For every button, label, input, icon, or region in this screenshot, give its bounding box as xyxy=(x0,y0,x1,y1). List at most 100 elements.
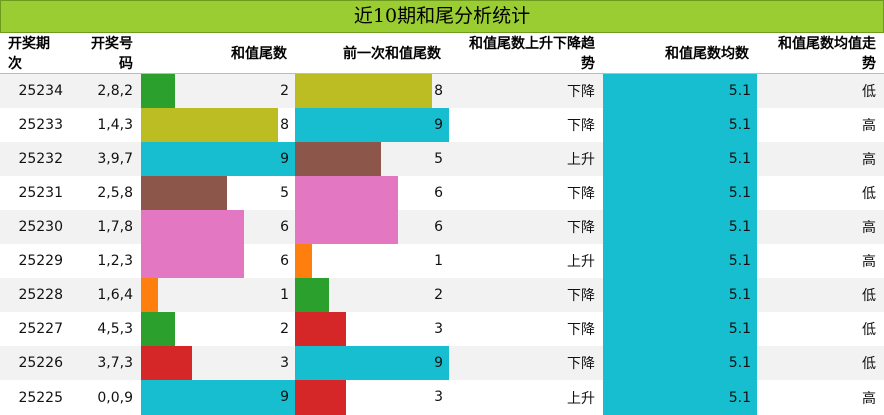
cell-avg-trend: 高 xyxy=(757,244,884,278)
cell-prev-tail-value: 3 xyxy=(434,380,443,415)
cell-sum-tail-bar xyxy=(141,108,278,142)
cell-sum-tail-value: 6 xyxy=(280,244,289,278)
cell-sum-tail-bar xyxy=(141,142,295,176)
cell-avg: 5.1 xyxy=(603,108,757,142)
cell-sum-tail-bar xyxy=(141,278,158,312)
cell-avg: 5.1 xyxy=(603,210,757,244)
header-sum-tail: 和值尾数 xyxy=(141,33,295,74)
cell-trend: 下降 xyxy=(449,74,603,109)
cell-prev-tail-bar xyxy=(295,210,398,244)
cell-sum-tail: 1 xyxy=(141,278,295,312)
cell-trend: 上升 xyxy=(449,380,603,415)
cell-period: 25226 xyxy=(0,346,71,380)
cell-trend: 下降 xyxy=(449,176,603,210)
cell-period: 25233 xyxy=(0,108,71,142)
cell-sum-tail: 5 xyxy=(141,176,295,210)
cell-sum-tail-value: 6 xyxy=(280,210,289,244)
cell-avg-trend: 低 xyxy=(757,278,884,312)
cell-sum-tail-value: 3 xyxy=(280,346,289,380)
cell-sum-tail: 2 xyxy=(141,312,295,346)
cell-period: 25228 xyxy=(0,278,71,312)
cell-prev-tail-value: 8 xyxy=(434,74,443,108)
cell-sum-tail-value: 5 xyxy=(280,176,289,210)
cell-numbers: 1,6,4 xyxy=(71,278,141,312)
cell-sum-tail-bar xyxy=(141,244,244,278)
cell-sum-tail-value: 9 xyxy=(280,380,289,415)
cell-avg-trend: 低 xyxy=(757,176,884,210)
cell-avg-trend: 低 xyxy=(757,346,884,380)
cell-prev-tail-bar xyxy=(295,380,346,415)
cell-prev-tail-bar xyxy=(295,244,312,278)
cell-sum-tail-bar xyxy=(141,380,295,415)
header-trend: 和值尾数上升下降趋势 xyxy=(449,33,603,74)
cell-avg: 5.1 xyxy=(603,176,757,210)
header-avg-trend: 和值尾数均值走势 xyxy=(757,33,884,74)
cell-prev-tail: 6 xyxy=(295,176,449,210)
cell-avg: 5.1 xyxy=(603,346,757,380)
cell-prev-tail-value: 5 xyxy=(434,142,443,176)
cell-prev-tail-bar xyxy=(295,74,432,108)
cell-prev-tail: 1 xyxy=(295,244,449,278)
cell-prev-tail: 9 xyxy=(295,108,449,142)
cell-sum-tail-value: 9 xyxy=(280,142,289,176)
cell-sum-tail-value: 8 xyxy=(280,108,289,142)
cell-avg-trend: 高 xyxy=(757,108,884,142)
cell-trend: 下降 xyxy=(449,108,603,142)
cell-prev-tail-value: 9 xyxy=(434,108,443,142)
cell-period: 25234 xyxy=(0,74,71,109)
cell-period: 25225 xyxy=(0,380,71,415)
cell-prev-tail-bar xyxy=(295,312,346,346)
cell-sum-tail-bar xyxy=(141,210,244,244)
cell-prev-tail-value: 9 xyxy=(434,346,443,380)
cell-numbers: 3,9,7 xyxy=(71,142,141,176)
cell-prev-tail-value: 2 xyxy=(434,278,443,312)
cell-numbers: 1,2,3 xyxy=(71,244,141,278)
cell-trend: 上升 xyxy=(449,244,603,278)
cell-sum-tail-value: 2 xyxy=(280,74,289,108)
cell-prev-tail-value: 3 xyxy=(434,312,443,346)
tail-analysis-table: 开奖期次 开奖号码 和值尾数 前一次和值尾数 和值尾数上升下降趋势 和值尾数均数… xyxy=(0,33,884,415)
cell-prev-tail: 8 xyxy=(295,74,449,109)
cell-prev-tail: 6 xyxy=(295,210,449,244)
cell-avg-trend: 高 xyxy=(757,210,884,244)
cell-period: 25227 xyxy=(0,312,71,346)
cell-trend: 上升 xyxy=(449,142,603,176)
cell-avg: 5.1 xyxy=(603,244,757,278)
cell-avg: 5.1 xyxy=(603,278,757,312)
cell-numbers: 2,5,8 xyxy=(71,176,141,210)
cell-prev-tail: 2 xyxy=(295,278,449,312)
header-row: 开奖期次 开奖号码 和值尾数 前一次和值尾数 和值尾数上升下降趋势 和值尾数均数… xyxy=(0,33,884,74)
cell-trend: 下降 xyxy=(449,346,603,380)
cell-sum-tail: 9 xyxy=(141,142,295,176)
cell-avg-trend: 高 xyxy=(757,142,884,176)
header-avg: 和值尾数均数 xyxy=(603,33,757,74)
cell-sum-tail-value: 2 xyxy=(280,312,289,346)
header-prev-tail: 前一次和值尾数 xyxy=(295,33,449,74)
cell-avg-trend: 低 xyxy=(757,312,884,346)
cell-prev-tail: 3 xyxy=(295,380,449,415)
cell-prev-tail-bar xyxy=(295,278,329,312)
cell-avg-trend: 高 xyxy=(757,380,884,415)
cell-period: 25232 xyxy=(0,142,71,176)
cell-sum-tail-bar xyxy=(141,176,227,210)
cell-avg: 5.1 xyxy=(603,380,757,415)
cell-sum-tail: 6 xyxy=(141,210,295,244)
cell-sum-tail: 9 xyxy=(141,380,295,415)
cell-prev-tail-bar xyxy=(295,346,449,380)
cell-prev-tail-value: 6 xyxy=(434,176,443,210)
cell-prev-tail: 3 xyxy=(295,312,449,346)
cell-trend: 下降 xyxy=(449,312,603,346)
cell-prev-tail: 9 xyxy=(295,346,449,380)
cell-prev-tail-value: 1 xyxy=(434,244,443,278)
cell-sum-tail-bar xyxy=(141,74,175,108)
cell-numbers: 3,7,3 xyxy=(71,346,141,380)
cell-prev-tail-bar xyxy=(295,176,398,210)
